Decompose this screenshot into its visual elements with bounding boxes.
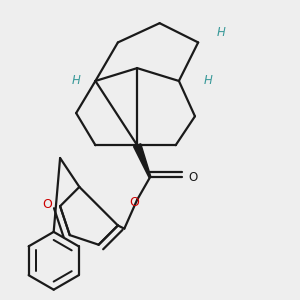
Text: H: H (216, 26, 225, 39)
Text: O: O (188, 171, 198, 184)
Text: H: H (203, 74, 212, 88)
Text: O: O (129, 196, 139, 209)
Text: H: H (72, 74, 81, 88)
Text: O: O (42, 198, 52, 211)
Polygon shape (134, 144, 151, 178)
